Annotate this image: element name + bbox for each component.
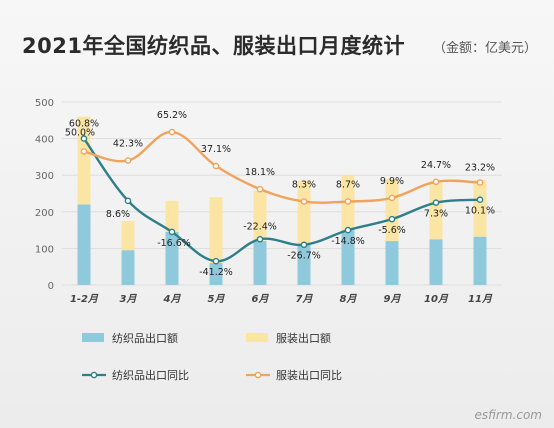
data-label: 8.3% [292, 180, 316, 191]
watermark: esfirm.com [474, 408, 542, 422]
x-tick-label: 7月 [296, 293, 314, 305]
chart-unit: （金额：亿美元） [433, 41, 538, 56]
bar [341, 230, 355, 285]
line-point [168, 228, 176, 236]
legend-label: 纺织品出口同比 [112, 368, 189, 382]
data-label: 37.1% [201, 144, 231, 155]
y-tick-label: 0 [48, 281, 54, 292]
bar [165, 200, 179, 232]
line-point [256, 235, 264, 243]
y-tick-label: 300 [35, 171, 54, 182]
bar [429, 180, 443, 240]
y-tick-label: 500 [35, 98, 54, 109]
bar [209, 263, 223, 285]
bar [297, 180, 311, 245]
data-label: 10.1% [465, 206, 495, 217]
bar [253, 190, 267, 242]
line-point [300, 198, 308, 205]
line-point [388, 215, 396, 223]
x-tick-label: 8月 [340, 293, 358, 305]
line-point [476, 179, 484, 186]
x-tick-label: 9月 [384, 293, 402, 305]
x-tick-label: 3月 [120, 293, 138, 305]
line-point [432, 199, 440, 206]
data-label: 60.8% [69, 119, 99, 130]
bar [473, 236, 487, 285]
chart-title: 2021年全国纺织品、服装出口月度统计 [22, 34, 405, 58]
data-label: 7.3% [424, 209, 448, 220]
y-tick-label: 200 [35, 208, 54, 219]
data-label: 65.2% [157, 110, 187, 121]
data-label: -26.7% [287, 251, 321, 262]
x-tick-label: 10月 [424, 293, 449, 305]
apparel-yoy-line [83, 130, 481, 204]
data-label: -41.2% [199, 267, 233, 278]
legend-label: 纺织品出口额 [112, 331, 178, 345]
line-point [80, 148, 88, 155]
bar [121, 250, 135, 285]
x-tick-label: 11月 [468, 293, 493, 305]
data-label: 8.6% [106, 209, 130, 220]
bar [297, 244, 311, 285]
data-label: 50.0% [65, 127, 95, 138]
x-tick-label: 4月 [163, 293, 182, 305]
line-point [80, 135, 88, 142]
x-tick-label: 6月 [252, 293, 270, 305]
bar [385, 178, 399, 242]
line-point [432, 178, 440, 186]
bar [77, 204, 91, 285]
legend-marker [254, 371, 262, 379]
legend-marker [90, 371, 98, 379]
bar [385, 241, 399, 285]
line-point [344, 226, 352, 234]
line-point [124, 157, 132, 164]
line-point [300, 241, 308, 249]
legend-label: 服装出口同比 [276, 368, 342, 382]
data-label: -22.4% [243, 221, 277, 232]
x-tick-label: 5月 [208, 293, 226, 305]
y-tick-label: 100 [35, 244, 54, 255]
line-point [344, 198, 352, 205]
textile-yoy-line [83, 137, 481, 263]
line-point [256, 185, 264, 193]
bar [165, 231, 179, 285]
bar [121, 220, 135, 251]
data-label: 42.3% [113, 139, 143, 150]
bar [473, 179, 487, 237]
legend-label: 服装出口额 [276, 331, 331, 345]
legend-swatch [246, 333, 268, 342]
legend-swatch [82, 333, 104, 342]
data-label: -5.6% [378, 225, 406, 236]
bar [253, 241, 267, 285]
line-point [476, 196, 484, 204]
line-point [388, 194, 396, 202]
data-label: 23.2% [465, 163, 495, 174]
line-point [168, 128, 176, 136]
data-label: 24.7% [421, 160, 451, 171]
data-label: -16.6% [157, 238, 191, 249]
bar [209, 197, 223, 264]
data-label: 8.7% [336, 180, 360, 191]
line-point [124, 197, 132, 205]
bar [429, 239, 443, 285]
data-label: 9.9% [380, 176, 404, 187]
line-point [212, 257, 220, 265]
x-tick-label: 1-2月 [70, 293, 99, 305]
y-tick-label: 400 [35, 135, 54, 146]
data-label: 18.1% [245, 167, 275, 178]
data-label: -14.8% [331, 236, 365, 247]
line-point [212, 162, 220, 170]
